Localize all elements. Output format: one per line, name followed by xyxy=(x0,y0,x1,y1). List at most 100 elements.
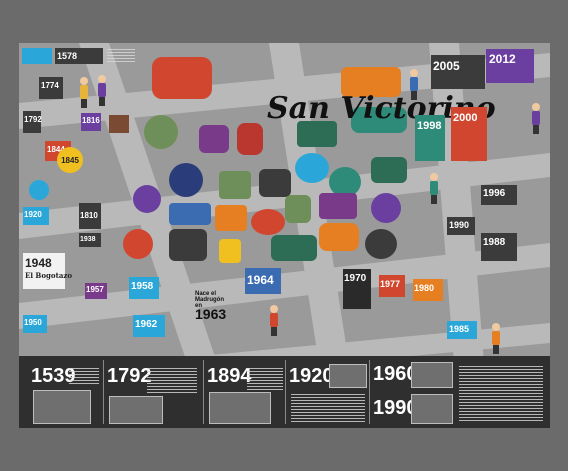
patch-badge xyxy=(215,205,247,231)
timeline-year: 1792 xyxy=(107,365,152,387)
patch-badge xyxy=(271,235,317,261)
patch-badge xyxy=(365,229,397,259)
year-label: 1816 xyxy=(82,116,100,125)
year-label: 1950 xyxy=(24,318,42,327)
patch-badge xyxy=(219,239,241,263)
year-label: 1958 xyxy=(131,281,154,292)
patch-badge xyxy=(285,195,311,223)
text-block xyxy=(247,368,283,390)
text-block xyxy=(291,394,365,422)
historical-map xyxy=(329,364,367,388)
year-label: 2005 xyxy=(433,59,460,73)
patch-badge xyxy=(329,167,361,197)
text-block xyxy=(107,49,135,63)
event-tag xyxy=(133,315,165,337)
year-label: 1990 xyxy=(449,220,470,230)
historical-map xyxy=(209,392,271,424)
year-label: 1920 xyxy=(24,210,42,219)
text-block xyxy=(147,368,197,394)
person-figure xyxy=(267,305,281,337)
event-tag xyxy=(379,275,405,297)
event-tag xyxy=(431,55,485,89)
patch-badge xyxy=(351,107,407,133)
year-badge: 1845 xyxy=(57,147,83,173)
patch-badge xyxy=(169,163,203,197)
year-label: 1957 xyxy=(86,285,104,294)
timeline-year: 1990 xyxy=(373,397,418,419)
year-label: 1810 xyxy=(80,211,98,220)
date-badge xyxy=(29,180,49,200)
event-tag xyxy=(486,49,534,83)
person-figure xyxy=(529,103,543,135)
patch-badge xyxy=(297,121,337,147)
text-block xyxy=(459,366,543,422)
event-tag xyxy=(55,48,103,64)
year-label: 1792 xyxy=(24,115,42,124)
person-figure xyxy=(427,173,441,205)
event-tag xyxy=(415,115,445,161)
timeline-year: 1960 xyxy=(373,363,418,385)
patch-badge xyxy=(169,203,211,225)
event-tag xyxy=(481,233,517,261)
text-block xyxy=(69,368,99,386)
event-tag xyxy=(245,268,281,294)
year-label: 1948 xyxy=(25,256,52,270)
building-icon xyxy=(109,115,129,133)
bogotazo-card xyxy=(23,253,65,289)
year-label: 1964 xyxy=(247,273,274,287)
patch-badge xyxy=(152,57,212,99)
timeline-divider xyxy=(369,360,370,424)
historical-map xyxy=(411,394,453,424)
patch-badge xyxy=(371,157,407,183)
event-tag xyxy=(129,277,159,299)
year-label: 1980 xyxy=(414,283,435,293)
patch-badge xyxy=(319,223,359,251)
person-figure xyxy=(407,69,421,101)
patch-badge xyxy=(319,193,357,219)
year-label: 1774 xyxy=(41,81,59,90)
event-tag xyxy=(451,107,487,161)
timeline-year: 1894 xyxy=(207,365,252,387)
timeline-divider xyxy=(203,360,204,424)
year-label: 1578 xyxy=(57,51,78,61)
person-figure xyxy=(77,77,91,109)
timeline-year: 1920 xyxy=(289,365,334,387)
person-figure xyxy=(95,75,109,107)
patch-badge xyxy=(169,229,207,261)
event-tag xyxy=(413,279,443,301)
event-tag xyxy=(23,207,49,225)
year-label: 1985 xyxy=(449,324,470,334)
patch-badge xyxy=(123,229,153,259)
year-label: 2012 xyxy=(489,52,516,66)
year-label: 1963 xyxy=(195,306,227,322)
event-label: El Bogotazo xyxy=(25,271,72,280)
event-tag xyxy=(79,233,101,247)
year-label: 1988 xyxy=(483,237,506,248)
event-tag xyxy=(79,203,101,229)
patch-badge xyxy=(341,67,401,97)
patch-badge xyxy=(251,209,285,235)
year-label: 1970 xyxy=(344,273,367,284)
historical-map xyxy=(33,390,91,424)
year-label: 1996 xyxy=(483,188,506,199)
event-tag xyxy=(447,217,475,235)
event-tag xyxy=(23,111,41,133)
event-tag xyxy=(447,321,477,339)
patch-badge xyxy=(259,169,291,197)
historical-map xyxy=(411,362,453,388)
historical-timeline: 1539 1792 1894 1920 1960 1990 xyxy=(19,356,550,428)
patch-badge xyxy=(199,125,229,153)
event-tag xyxy=(343,269,371,309)
year-tag-1574 xyxy=(22,48,52,64)
patch-badge xyxy=(133,185,161,213)
historical-map xyxy=(109,396,163,424)
event-tag xyxy=(81,113,101,131)
timeline-divider xyxy=(103,360,104,424)
year-label: 1844 xyxy=(47,145,65,154)
timeline-divider xyxy=(285,360,286,424)
year-label: 1938 xyxy=(80,236,96,243)
event-label: Nace el Madrugón en xyxy=(195,291,224,309)
year-label: 1962 xyxy=(135,319,158,330)
patch-badge xyxy=(237,123,263,155)
event-tag xyxy=(481,185,517,205)
